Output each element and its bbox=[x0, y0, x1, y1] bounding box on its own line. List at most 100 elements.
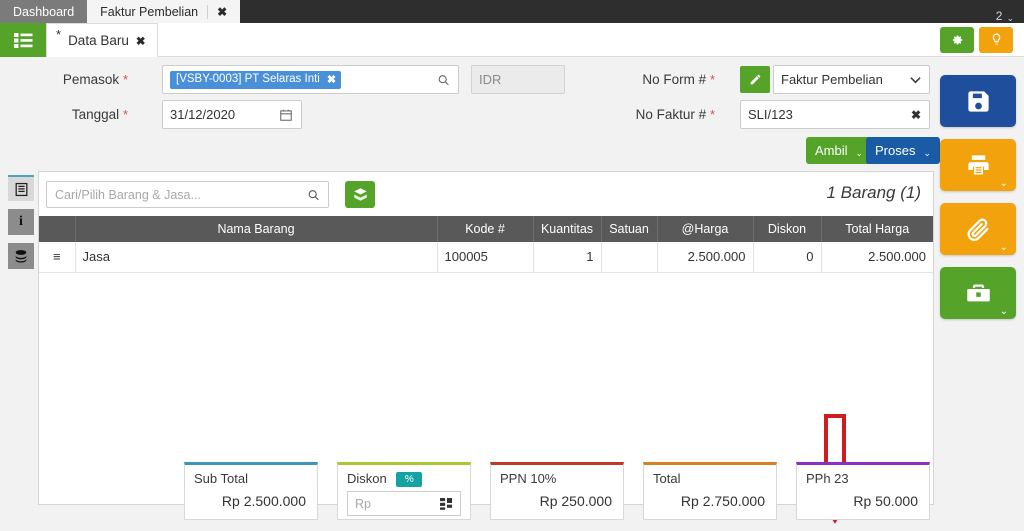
ambil-label: Ambil bbox=[815, 143, 848, 158]
save-button[interactable] bbox=[940, 75, 1016, 127]
search-input[interactable]: Cari/Pilih Barang & Jasa... bbox=[46, 181, 329, 208]
info-panel-button[interactable]: i bbox=[8, 209, 34, 235]
pemasok-label-text: Pemasok bbox=[62, 72, 120, 87]
column-header-kuantitas[interactable]: Kuantitas bbox=[533, 216, 602, 242]
no-faktur-input[interactable]: SLI/123 ✖ bbox=[740, 100, 930, 129]
no-form-select[interactable]: Faktur Pembelian bbox=[773, 65, 930, 94]
calculator-icon[interactable] bbox=[440, 497, 453, 510]
sub-total-card: Sub Total Rp 2.500.000 bbox=[184, 462, 318, 520]
unsaved-asterisk: * bbox=[56, 27, 62, 42]
document-tab-label: Data Baru bbox=[68, 33, 129, 48]
tanggal-value: 31/12/2020 bbox=[170, 107, 236, 122]
percent-badge[interactable]: % bbox=[396, 472, 423, 488]
column-header-total[interactable]: Total Harga bbox=[821, 216, 933, 242]
header-form: Pemasok * [VSBY-0003] PT Selaras Inti ✖ … bbox=[0, 57, 941, 167]
chevron-down-icon[interactable]: ⌄ bbox=[999, 242, 1008, 253]
floppy-save-icon bbox=[965, 88, 992, 115]
column-header-kode[interactable]: Kode # bbox=[437, 216, 534, 242]
pemasok-selected-token[interactable]: [VSBY-0003] PT Selaras Inti ✖ bbox=[170, 70, 342, 89]
cell-nama[interactable]: Jasa bbox=[75, 242, 438, 273]
column-header-nama[interactable]: Nama Barang bbox=[75, 216, 438, 242]
line-items-toolbar: Cari/Pilih Barang & Jasa... 1 Barang (1) bbox=[39, 172, 933, 216]
close-icon[interactable]: ✖ bbox=[135, 35, 146, 48]
currency-value: IDR bbox=[479, 72, 502, 87]
close-icon[interactable]: ✖ bbox=[326, 73, 337, 86]
cell-diskon[interactable]: 0 bbox=[753, 242, 822, 273]
attachment-button[interactable]: ⌄ bbox=[940, 203, 1016, 255]
paperclip-icon bbox=[965, 216, 992, 243]
calendar-icon[interactable] bbox=[279, 108, 293, 122]
column-header-diskon[interactable]: Diskon bbox=[753, 216, 822, 242]
pemasok-input[interactable]: [VSBY-0003] PT Selaras Inti ✖ bbox=[162, 65, 459, 94]
main-menu-button[interactable] bbox=[0, 23, 46, 57]
window-count: 2 bbox=[995, 9, 1003, 23]
cell-kuantitas[interactable]: 1 bbox=[533, 242, 602, 273]
window-tab-label: Dashboard bbox=[13, 4, 75, 19]
print-button[interactable]: ⌄ bbox=[940, 139, 1016, 191]
ppn-title: PPN 10% bbox=[500, 471, 557, 486]
document-tab-data-baru[interactable]: * Data Baru ✖ bbox=[46, 23, 158, 57]
settings-button[interactable] bbox=[940, 26, 974, 53]
window-tab-label: Faktur Pembelian bbox=[100, 4, 199, 19]
column-header-satuan[interactable]: Satuan bbox=[601, 216, 658, 242]
chevron-down-icon[interactable]: ⌄ bbox=[1006, 12, 1014, 23]
no-form-value: Faktur Pembelian bbox=[781, 72, 883, 87]
cell-kode[interactable]: 100005 bbox=[437, 242, 534, 273]
tanggal-input[interactable]: 31/12/2020 bbox=[162, 100, 302, 129]
gear-icon bbox=[950, 33, 964, 47]
chevron-down-icon[interactable] bbox=[910, 76, 921, 84]
cell-total[interactable]: 2.500.000 bbox=[821, 242, 933, 273]
chevron-down-icon[interactable]: ⌄ bbox=[855, 148, 864, 158]
currency-field: IDR bbox=[471, 65, 565, 94]
pph-title: PPh 23 bbox=[806, 471, 849, 486]
search-placeholder: Cari/Pilih Barang & Jasa... bbox=[55, 187, 201, 202]
edit-no-form-button[interactable] bbox=[740, 66, 770, 93]
diskon-input[interactable]: Rp bbox=[347, 491, 461, 517]
layers-stack-icon bbox=[13, 249, 29, 264]
diskon-title-text: Diskon bbox=[347, 471, 387, 486]
window-tab-faktur-pembelian[interactable]: Faktur Pembelian ✖ bbox=[87, 0, 241, 23]
search-icon[interactable] bbox=[307, 188, 320, 201]
close-icon[interactable]: ✖ bbox=[217, 4, 228, 19]
application-subbar: * Data Baru ✖ bbox=[0, 23, 1024, 57]
action-rail: ⌄ ⌄ ⌄ bbox=[940, 75, 1020, 331]
no-form-label: No Form # * bbox=[600, 72, 715, 87]
list-menu-icon bbox=[13, 32, 33, 48]
detail-panel-button[interactable] bbox=[8, 175, 34, 201]
chevron-down-icon[interactable]: ⌄ bbox=[923, 148, 932, 158]
required-marker: * bbox=[122, 107, 128, 122]
layers-panel-button[interactable] bbox=[8, 243, 34, 269]
subbar-actions bbox=[940, 23, 1024, 56]
diskon-title: Diskon % bbox=[347, 471, 461, 488]
column-header-harga[interactable]: @Harga bbox=[657, 216, 754, 242]
required-marker: * bbox=[122, 72, 128, 87]
sub-total-value: Rp 2.500.000 bbox=[221, 493, 306, 509]
row-drag-handle-icon[interactable]: ≡ bbox=[39, 242, 76, 273]
toolbox-icon bbox=[965, 280, 992, 307]
info-icon: i bbox=[19, 214, 23, 229]
window-tab-dashboard[interactable]: Dashboard bbox=[0, 0, 88, 23]
document-canvas: Pemasok * [VSBY-0003] PT Selaras Inti ✖ … bbox=[0, 57, 1024, 531]
ppn-card: PPN 10% Rp 250.000 bbox=[490, 462, 624, 520]
line-items-table: Nama Barang Kode # Kuantitas Satuan @Har… bbox=[39, 216, 933, 273]
search-icon[interactable] bbox=[437, 73, 450, 86]
add-package-button[interactable] bbox=[345, 181, 375, 208]
package-box-icon bbox=[353, 187, 368, 202]
cell-harga[interactable]: 2.500.000 bbox=[657, 242, 754, 273]
diskon-card: Diskon % Rp bbox=[337, 462, 471, 520]
hint-button[interactable] bbox=[979, 26, 1013, 53]
chevron-down-icon[interactable]: ⌄ bbox=[999, 306, 1008, 317]
ambil-button[interactable]: Ambil ⌄ bbox=[806, 137, 873, 164]
tools-button[interactable]: ⌄ bbox=[940, 267, 1016, 319]
no-faktur-value: SLI/123 bbox=[748, 107, 793, 122]
table-row[interactable]: ≡ Jasa 100005 1 2.500.000 0 2.500.000 bbox=[39, 242, 933, 273]
chevron-down-icon[interactable]: ⌄ bbox=[999, 178, 1008, 189]
total-value: Rp 2.750.000 bbox=[680, 493, 765, 509]
item-count-label: 1 Barang (1) bbox=[826, 183, 922, 202]
clear-icon[interactable]: ✖ bbox=[910, 107, 921, 122]
window-count-area[interactable]: 2 ⌄ bbox=[996, 9, 1024, 23]
proses-button[interactable]: Proses ⌄ bbox=[866, 137, 941, 164]
cell-satuan[interactable] bbox=[601, 242, 658, 273]
required-marker: * bbox=[709, 72, 715, 87]
document-lines-icon bbox=[14, 182, 29, 197]
